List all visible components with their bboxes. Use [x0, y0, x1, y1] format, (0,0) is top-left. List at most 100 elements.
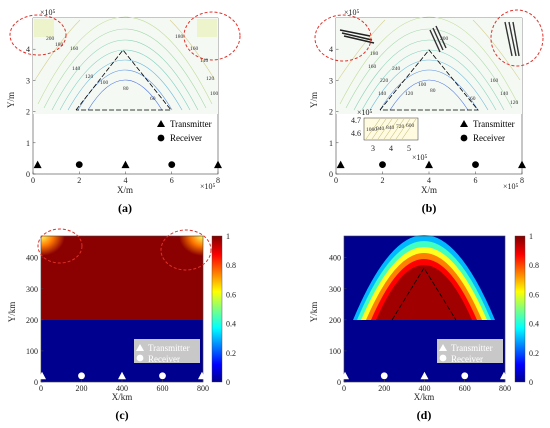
x-tick-label: 800: [197, 384, 209, 393]
x-tick-label: 8: [520, 176, 524, 185]
y-tick-label: 3: [26, 76, 30, 85]
station-markers: [341, 371, 508, 380]
legend: Transmitter Receiver: [134, 339, 200, 364]
colorbar-tick-label: 0.8: [226, 261, 236, 270]
x-tick-label: 8: [216, 176, 220, 185]
receiver-marker: [380, 372, 388, 380]
receiver-marker: [168, 161, 176, 169]
transmitter-marker: [197, 371, 206, 380]
transmitter-marker: [214, 160, 222, 169]
y-tick-label: 400: [26, 254, 38, 263]
x-exponent-label: ×10⁵: [503, 182, 519, 191]
legend-receiver: Receiver: [473, 133, 505, 143]
x-axis-label: X/m: [117, 185, 133, 195]
transmitter-marker: [425, 160, 433, 169]
contour-label: 100: [210, 91, 219, 97]
contour-label: 100: [100, 80, 109, 86]
x-axis-label: X/m: [421, 185, 437, 195]
y-exponent-label: ×10⁵: [40, 8, 56, 17]
x-exponent-label: ×10⁵: [200, 182, 216, 191]
inset-xtick: 5: [407, 144, 411, 153]
y-tick-label: 2: [26, 108, 30, 117]
x-tick-label: 6: [474, 176, 478, 185]
inset-y-exponent: ×10⁵: [357, 108, 373, 117]
receiver-marker: [75, 161, 83, 169]
y-axis-label: Y/m: [6, 92, 16, 108]
y-axis-label: Y/km: [7, 302, 17, 323]
y-tick-label: 3: [329, 76, 333, 85]
x-tick-label: 0: [39, 384, 43, 393]
contour-label: 180: [370, 51, 379, 57]
x-tick-label: 0: [342, 384, 346, 393]
annotation-circle-right: [183, 11, 241, 61]
legend-circle-icon: [439, 354, 447, 362]
legend-receiver: Receiver: [170, 133, 202, 143]
contour-label: 180: [55, 42, 64, 48]
x-tick-labels: 0 2 4 6 8: [31, 171, 220, 185]
contour-field: [33, 18, 218, 114]
y-tick-label: 100: [26, 347, 38, 356]
legend-triangle-icon: [157, 120, 165, 127]
colorbar-tick-label: 0.6: [226, 290, 236, 299]
contour-label: 160: [70, 46, 79, 52]
y-tick-label: 0: [329, 170, 333, 179]
panel-caption: (d): [417, 408, 432, 422]
receiver-marker: [461, 372, 469, 380]
legend-box: [437, 339, 503, 363]
colorbar-tick-label: 0.4: [226, 320, 236, 329]
x-tick-label: 400: [116, 384, 128, 393]
contour-label: 200: [46, 36, 55, 42]
colorbar-ticks: 0 0.2 0.4 0.6 0.8 1: [226, 232, 236, 387]
legend-transmitter: Transmitter: [473, 119, 515, 129]
inset-contour-label: 600: [406, 123, 415, 129]
x-tick-label: 600: [459, 384, 471, 393]
contour-label: 120: [405, 91, 414, 97]
inset-contour-labels: 1060 940 840 720 600: [366, 123, 415, 133]
inset-contour-label: 720: [396, 124, 405, 130]
legend: Transmitter Receiver: [437, 339, 503, 364]
x-tick-label: 200: [76, 384, 88, 393]
contour-field: [336, 18, 522, 114]
contour-label: 140: [500, 91, 509, 97]
legend-circle-icon: [136, 354, 144, 362]
panel-caption: (b): [422, 201, 437, 215]
inset-xtick: 3: [371, 144, 375, 153]
legend-circle-icon: [460, 134, 468, 142]
receiver-marker: [472, 161, 479, 169]
legend-triangle-icon: [439, 344, 447, 351]
transmitter-marker: [121, 160, 130, 169]
legend: Transmitter Receiver: [460, 119, 515, 143]
y-tick-labels: 0 1 2 3 4: [26, 45, 36, 179]
panel-d: Transmitter Receiver 0 0.2 0.4 0.6 0.8 1 0 200…: [309, 232, 539, 422]
annotation-circle-left: [37, 228, 83, 264]
annotation-circle-left: [9, 14, 67, 56]
contour-label: 60: [150, 96, 156, 102]
contour-label: 180: [175, 34, 184, 40]
inset-contour-label: 940: [376, 126, 385, 132]
y-tick-label: 4: [329, 45, 333, 54]
heat-upper-region: [41, 236, 203, 320]
annotation-circle-right: [160, 229, 212, 271]
contour-label: 160: [368, 64, 377, 70]
y-exponent-label: ×10⁵: [344, 8, 360, 17]
legend-transmitter: Transmitter: [170, 119, 212, 129]
inset-ytick: 4.6: [351, 129, 361, 138]
colorbar-tick-label: 0.6: [529, 290, 539, 299]
transmitter-marker: [118, 371, 126, 380]
legend-transmitter: Transmitter: [451, 343, 493, 353]
station-markers: [38, 371, 206, 380]
transmitter-marker: [420, 371, 429, 380]
legend: Transmitter Receiver: [157, 119, 212, 143]
heat-corner-right: [179, 236, 203, 256]
contour-label: 220: [380, 78, 389, 84]
region-triangle: [379, 49, 479, 111]
colorbar-tick-label: 1: [529, 232, 533, 241]
dense-contour-bands: [339, 21, 520, 57]
transmitter-marker: [336, 160, 345, 169]
contour-label: 100: [418, 82, 427, 88]
annotation-circle-left: [314, 14, 372, 62]
